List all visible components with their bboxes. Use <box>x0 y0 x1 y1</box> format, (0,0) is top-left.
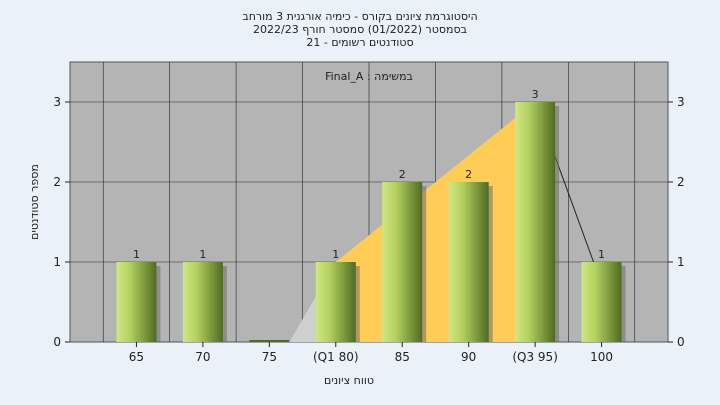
chart-subtitle-students: סטודנטים רשומים - 21 <box>306 36 414 49</box>
y-tick-label-left: 2 <box>53 175 61 189</box>
x-tick-label: (Q3 95) <box>512 350 558 364</box>
chart-title: היסטוגרמת ציונים בקורס - כימיה אורגנית 3… <box>242 10 478 23</box>
y-tick-label-left: 0 <box>53 335 61 349</box>
bar <box>315 262 356 342</box>
x-tick-label: 65 <box>129 350 144 364</box>
x-tick-label: (Q1 80) <box>313 350 359 364</box>
bar <box>382 182 423 342</box>
bar <box>581 262 622 342</box>
y-tick-label-right: 0 <box>677 335 685 349</box>
bar <box>116 262 157 342</box>
data-label: 2 <box>465 168 472 181</box>
data-label: 1 <box>332 248 339 261</box>
assignment-annotation: במשימה : Final_A <box>325 70 413 83</box>
x-tick-label: 70 <box>195 350 210 364</box>
data-label: 1 <box>199 248 206 261</box>
data-label: 3 <box>532 88 539 101</box>
data-label: 1 <box>598 248 605 261</box>
chart-subtitle-semester: בסמסטר (01/2022) סמסטר חורף 2022/23 <box>253 23 467 36</box>
x-tick-label: 85 <box>395 350 410 364</box>
y-tick-label-right: 1 <box>677 255 685 269</box>
y-axis-title: מספר סטודנטים <box>28 164 41 240</box>
data-label: 1 <box>133 248 140 261</box>
bar <box>182 262 223 342</box>
bar <box>448 182 489 342</box>
y-tick-label-right: 2 <box>677 175 685 189</box>
x-tick-label: 90 <box>461 350 476 364</box>
x-tick-label: 75 <box>262 350 277 364</box>
y-tick-label-left: 1 <box>53 255 61 269</box>
x-tick-label: 100 <box>590 350 613 364</box>
data-label: 2 <box>399 168 406 181</box>
y-tick-label-right: 3 <box>677 95 685 109</box>
y-tick-label-left: 3 <box>53 95 61 109</box>
x-axis-title: טווח ציונים <box>324 374 374 387</box>
bar <box>515 102 556 342</box>
